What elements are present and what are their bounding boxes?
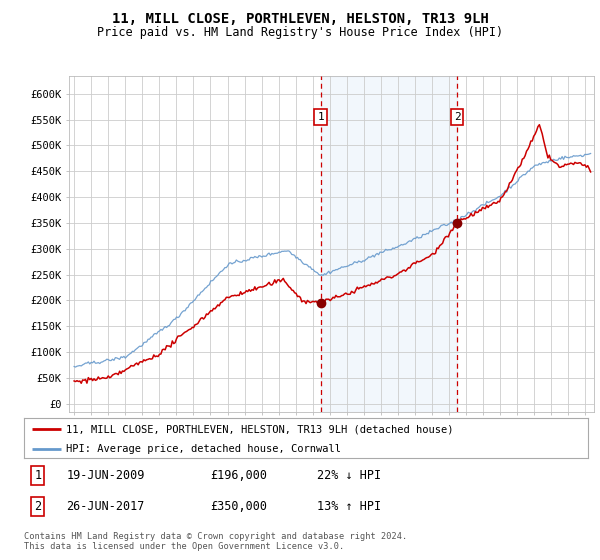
Text: 22% ↓ HPI: 22% ↓ HPI	[317, 469, 382, 482]
Text: 2: 2	[454, 112, 461, 122]
Text: £196,000: £196,000	[210, 469, 267, 482]
Text: 1: 1	[34, 469, 41, 482]
Text: £350,000: £350,000	[210, 500, 267, 513]
Text: Contains HM Land Registry data © Crown copyright and database right 2024.
This d: Contains HM Land Registry data © Crown c…	[24, 532, 407, 552]
Text: 13% ↑ HPI: 13% ↑ HPI	[317, 500, 382, 513]
Text: 1: 1	[317, 112, 324, 122]
Text: 2: 2	[34, 500, 41, 513]
Text: 26-JUN-2017: 26-JUN-2017	[66, 500, 145, 513]
Text: Price paid vs. HM Land Registry's House Price Index (HPI): Price paid vs. HM Land Registry's House …	[97, 26, 503, 39]
Text: 11, MILL CLOSE, PORTHLEVEN, HELSTON, TR13 9LH: 11, MILL CLOSE, PORTHLEVEN, HELSTON, TR1…	[112, 12, 488, 26]
Bar	[320, 76, 457, 412]
Text: 19-JUN-2009: 19-JUN-2009	[66, 469, 145, 482]
Text: HPI: Average price, detached house, Cornwall: HPI: Average price, detached house, Corn…	[66, 444, 341, 454]
Text: 11, MILL CLOSE, PORTHLEVEN, HELSTON, TR13 9LH (detached house): 11, MILL CLOSE, PORTHLEVEN, HELSTON, TR1…	[66, 424, 454, 435]
